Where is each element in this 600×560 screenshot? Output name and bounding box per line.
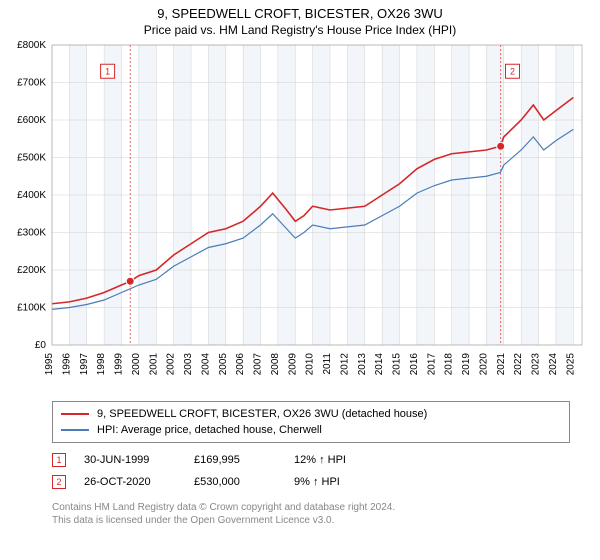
svg-text:2018: 2018 <box>444 353 455 376</box>
svg-text:2: 2 <box>510 66 515 76</box>
svg-text:2011: 2011 <box>322 353 333 375</box>
svg-text:2000: 2000 <box>131 353 142 376</box>
svg-text:1997: 1997 <box>79 353 90 376</box>
price-chart: £0 £100K £200K £300K £400K £500K £600K £700K £80… <box>0 37 600 397</box>
legend-row: HPI: Average price, detached house, Cher… <box>61 422 561 438</box>
svg-text:2016: 2016 <box>409 353 420 376</box>
legend-swatch <box>61 429 89 431</box>
sale-date: 30-JUN-1999 <box>84 454 194 466</box>
sale-row: 1 30-JUN-1999£169,99512% ↑ HPI <box>52 449 548 471</box>
svg-text:2021: 2021 <box>496 353 507 376</box>
svg-text:2007: 2007 <box>253 353 264 376</box>
svg-text:2024: 2024 <box>548 353 559 376</box>
svg-text:2001: 2001 <box>148 353 159 376</box>
svg-text:1: 1 <box>105 66 110 76</box>
svg-text:£300K: £300K <box>17 228 46 239</box>
legend-row: 9, SPEEDWELL CROFT, BICESTER, OX26 3WU (… <box>61 406 561 422</box>
svg-text:2017: 2017 <box>426 353 437 376</box>
svg-text:2012: 2012 <box>339 353 350 376</box>
sale-row: 2 26-OCT-2020£530,0009% ↑ HPI <box>52 471 548 493</box>
svg-text:2008: 2008 <box>270 353 281 376</box>
sale-delta: 12% ↑ HPI <box>294 454 394 466</box>
svg-text:1998: 1998 <box>96 353 107 376</box>
svg-text:1999: 1999 <box>114 353 125 376</box>
sale-price: £169,995 <box>194 454 294 466</box>
svg-text:1995: 1995 <box>44 353 55 376</box>
svg-text:£600K: £600K <box>17 115 46 126</box>
legend-swatch <box>61 413 89 415</box>
svg-text:£0: £0 <box>35 340 47 351</box>
svg-text:2003: 2003 <box>183 353 194 376</box>
svg-text:£800K: £800K <box>17 40 46 51</box>
svg-text:2002: 2002 <box>166 353 177 376</box>
attribution-line: This data is licensed under the Open Gov… <box>52 514 548 527</box>
svg-text:2020: 2020 <box>478 353 489 376</box>
sale-price: £530,000 <box>194 476 294 488</box>
legend-label: 9, SPEEDWELL CROFT, BICESTER, OX26 3WU (… <box>97 408 427 420</box>
chart-subtitle: Price paid vs. HM Land Registry's House … <box>0 23 600 37</box>
svg-text:2023: 2023 <box>531 353 542 376</box>
svg-text:2004: 2004 <box>200 353 211 376</box>
svg-text:2022: 2022 <box>513 353 524 376</box>
svg-text:2013: 2013 <box>357 353 368 376</box>
svg-text:2005: 2005 <box>218 353 229 376</box>
sales-table: 1 30-JUN-1999£169,99512% ↑ HPI 2 26-OCT-202… <box>52 449 548 493</box>
svg-text:2015: 2015 <box>392 353 403 376</box>
svg-text:2006: 2006 <box>235 353 246 376</box>
svg-text:£400K: £400K <box>17 190 46 201</box>
svg-text:£700K: £700K <box>17 78 46 89</box>
svg-text:£200K: £200K <box>17 265 46 276</box>
attribution-line: Contains HM Land Registry data © Crown c… <box>52 501 548 514</box>
svg-text:£500K: £500K <box>17 153 46 164</box>
sale-marker-box: 1 <box>52 453 66 467</box>
legend: 9, SPEEDWELL CROFT, BICESTER, OX26 3WU (… <box>52 401 570 443</box>
svg-text:2014: 2014 <box>374 353 385 376</box>
legend-label: HPI: Average price, detached house, Cher… <box>97 424 322 436</box>
address-title: 9, SPEEDWELL CROFT, BICESTER, OX26 3WU <box>0 6 600 21</box>
sale-delta: 9% ↑ HPI <box>294 476 394 488</box>
svg-text:2010: 2010 <box>305 353 316 376</box>
svg-text:£100K: £100K <box>17 303 46 314</box>
attribution: Contains HM Land Registry data © Crown c… <box>52 501 548 527</box>
sale-marker-box: 2 <box>52 475 66 489</box>
sale-date: 26-OCT-2020 <box>84 476 194 488</box>
svg-text:1996: 1996 <box>61 353 72 376</box>
svg-text:2019: 2019 <box>461 353 472 376</box>
svg-text:2009: 2009 <box>287 353 298 376</box>
svg-text:2025: 2025 <box>565 353 576 376</box>
